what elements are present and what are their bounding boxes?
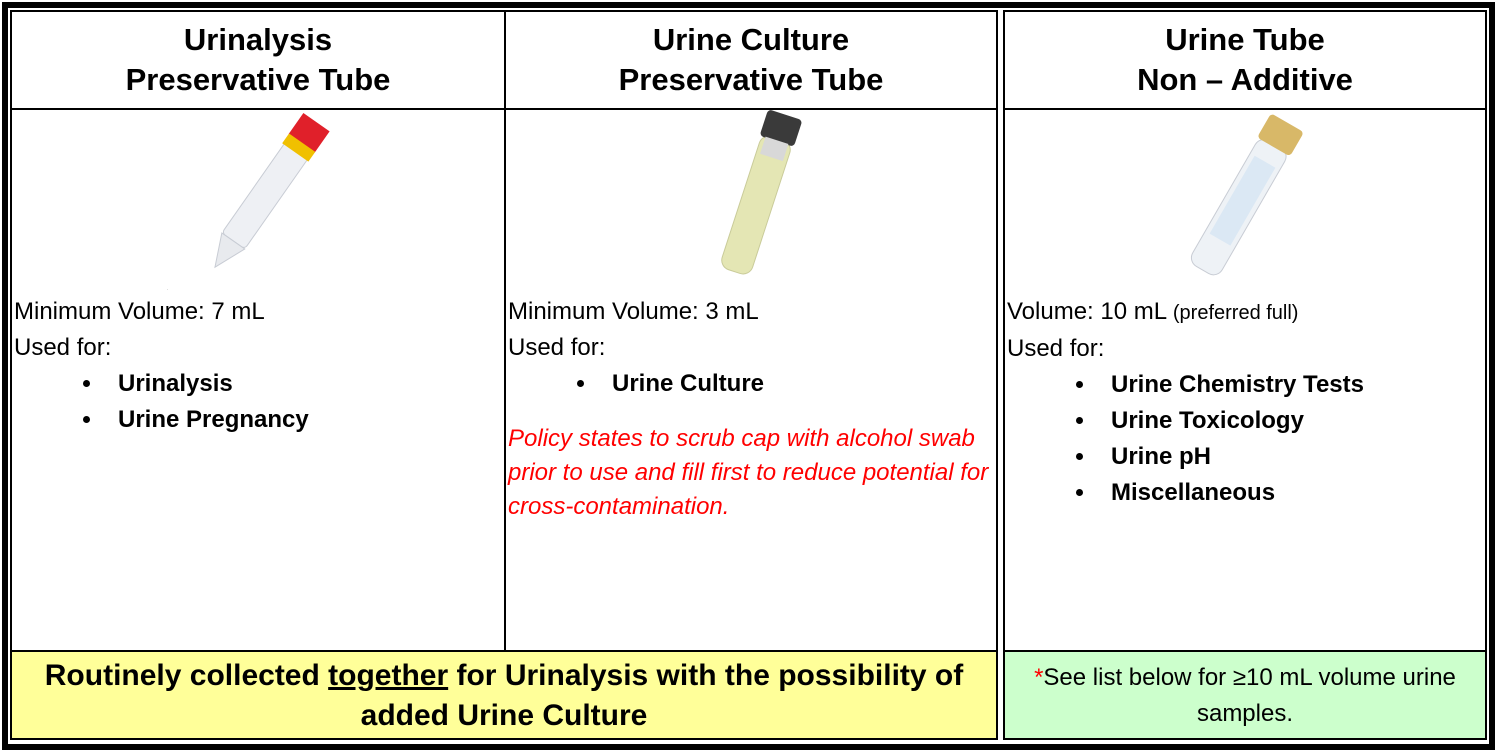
- header-line: Preservative Tube: [618, 62, 884, 97]
- volume: Volume: 10 mL (preferred full): [1007, 294, 1485, 331]
- footer-cell: Routinely collected together for Urinaly…: [10, 650, 998, 740]
- cell-body: Volume: 10 mL (preferred full) Used for:…: [1005, 290, 1485, 511]
- test-list: Urinalysis Urine Pregnancy: [14, 366, 504, 438]
- volume: Minimum Volume: 7 mL: [14, 298, 265, 325]
- header-cell: Urine Tube Non – Additive: [1003, 10, 1487, 110]
- used-for: Used for:: [14, 334, 112, 361]
- policy-note: Policy states to scrub cap with alcohol …: [508, 425, 989, 520]
- footnote-mark: *: [1034, 664, 1044, 691]
- test-item: Urine Pregnancy: [104, 402, 504, 438]
- test-item: Urine Chemistry Tests: [1097, 367, 1485, 403]
- footer-emphasis: together: [328, 659, 449, 692]
- used-for: Used for:: [1007, 335, 1105, 362]
- column-cell: Minimum Volume: 7 mL Used for: Urinalysi…: [10, 108, 506, 652]
- tube-image: [721, 110, 802, 275]
- footer-cell: *See list below for ≥10 mL volume urine …: [1003, 650, 1487, 740]
- tube-image: [167, 113, 330, 290]
- volume-text: Volume: 10 mL: [1007, 298, 1167, 325]
- header-line: Non – Additive: [1137, 62, 1353, 97]
- test-list: Urine Culture: [508, 366, 996, 402]
- test-item: Urine Toxicology: [1097, 403, 1485, 439]
- header-line: Urine Culture: [652, 22, 850, 57]
- footer-text: Routinely collected: [44, 659, 329, 692]
- header-cell: Urinalysis Preservative Tube: [10, 10, 506, 110]
- header-line: Urinalysis: [183, 22, 333, 57]
- used-for: Used for:: [508, 334, 606, 361]
- test-item: Urine pH: [1097, 439, 1485, 475]
- header-line: Urine Tube: [1165, 22, 1325, 57]
- footer-text: See list below for ≥10 mL volume urine s…: [1043, 664, 1456, 727]
- column-cell: Volume: 10 mL (preferred full) Used for:…: [1003, 108, 1487, 652]
- footer-text: for Urinalysis with the possibility of a…: [360, 659, 964, 732]
- test-list: Urine Chemistry Tests Urine Toxicology U…: [1007, 367, 1485, 511]
- test-item: Miscellaneous: [1097, 475, 1485, 511]
- header-cell: Urine Culture Preservative Tube: [504, 10, 998, 110]
- header-line: Preservative Tube: [125, 62, 391, 97]
- tube-image: [1190, 114, 1303, 276]
- volume: Minimum Volume: 3 mL: [508, 298, 759, 325]
- column-cell: Minimum Volume: 3 mL Used for: Urine Cul…: [504, 108, 998, 652]
- cell-body: Minimum Volume: 3 mL Used for: Urine Cul…: [506, 290, 996, 524]
- test-item: Urine Culture: [598, 366, 996, 402]
- volume-note: (preferred full): [1172, 302, 1299, 324]
- test-item: Urinalysis: [104, 366, 504, 402]
- cell-body: Minimum Volume: 7 mL Used for: Urinalysi…: [12, 290, 504, 438]
